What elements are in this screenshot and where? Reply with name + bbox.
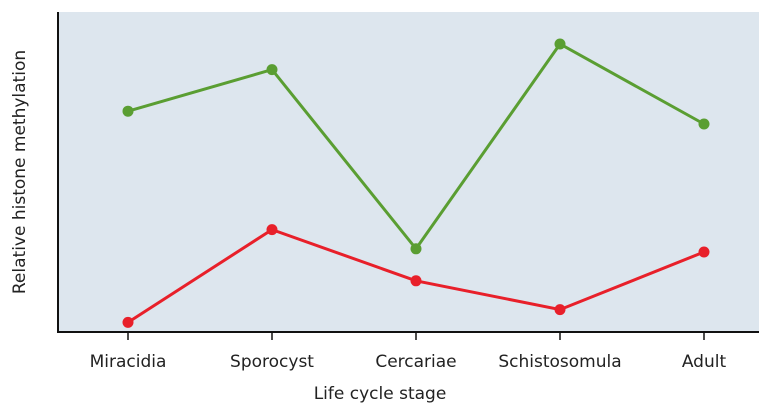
- data-point: [266, 64, 278, 76]
- x-tick-label: Sporocyst: [230, 352, 314, 372]
- x-axis-label: Life cycle stage: [314, 384, 447, 404]
- x-tick-label: Miracidia: [90, 352, 167, 372]
- plot-area: [58, 12, 759, 332]
- x-tick-label: Cercariae: [375, 352, 456, 372]
- y-axis-label: Relative histone methylation: [10, 50, 30, 294]
- x-tick-label: Schistosomula: [498, 352, 621, 372]
- data-point: [410, 275, 422, 287]
- data-point: [266, 224, 278, 236]
- data-point: [554, 38, 566, 50]
- data-point: [410, 243, 422, 255]
- data-point: [698, 246, 710, 258]
- data-point: [122, 316, 134, 328]
- data-point: [698, 118, 710, 130]
- data-point: [554, 304, 566, 316]
- data-point: [122, 105, 134, 117]
- x-tick-label: Adult: [682, 352, 727, 372]
